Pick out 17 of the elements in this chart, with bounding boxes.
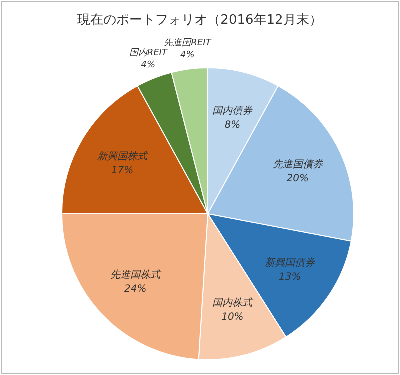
slice-label: 先進国株式 bbox=[110, 268, 163, 281]
data-label: 13% bbox=[278, 272, 302, 283]
chart-title: 現在のポートフォリオ（2016年12月末） bbox=[78, 13, 322, 28]
slice-label: 国内REIT bbox=[129, 47, 169, 58]
slice-label: 国内債券 bbox=[212, 104, 254, 117]
slice-label: 先進国債券 bbox=[272, 158, 324, 171]
data-label: 24% bbox=[124, 284, 147, 295]
data-label: 17% bbox=[111, 165, 134, 176]
data-label: 10% bbox=[222, 312, 244, 324]
data-label: 8% bbox=[224, 120, 241, 131]
slice-label: 新興国債券 bbox=[265, 256, 316, 269]
slice-label: 新興国株式 bbox=[98, 150, 150, 162]
data-label: 4% bbox=[180, 50, 195, 60]
slice-label: 国内株式 bbox=[212, 297, 255, 310]
data-label: 20% bbox=[286, 174, 309, 185]
slice-label: 先進国REIT bbox=[164, 37, 213, 48]
data-label: 4% bbox=[141, 60, 156, 70]
